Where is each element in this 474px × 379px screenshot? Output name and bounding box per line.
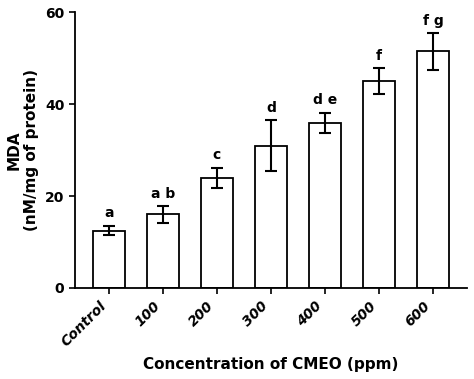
- Bar: [146, 215, 179, 288]
- Text: d: d: [266, 101, 276, 115]
- Bar: [201, 178, 233, 288]
- Text: f: f: [376, 49, 382, 63]
- Text: c: c: [213, 148, 221, 162]
- Text: f g: f g: [423, 14, 443, 28]
- Bar: [92, 230, 125, 288]
- Text: d e: d e: [313, 93, 337, 107]
- Bar: [363, 81, 395, 288]
- Bar: [309, 123, 341, 288]
- X-axis label: Concentration of CMEO (ppm): Concentration of CMEO (ppm): [143, 357, 399, 372]
- Bar: [255, 146, 287, 288]
- Text: a: a: [104, 207, 113, 221]
- Text: a b: a b: [151, 187, 175, 201]
- Bar: [417, 52, 449, 288]
- Y-axis label: MDA
(nM/mg of protein): MDA (nM/mg of protein): [7, 69, 39, 231]
